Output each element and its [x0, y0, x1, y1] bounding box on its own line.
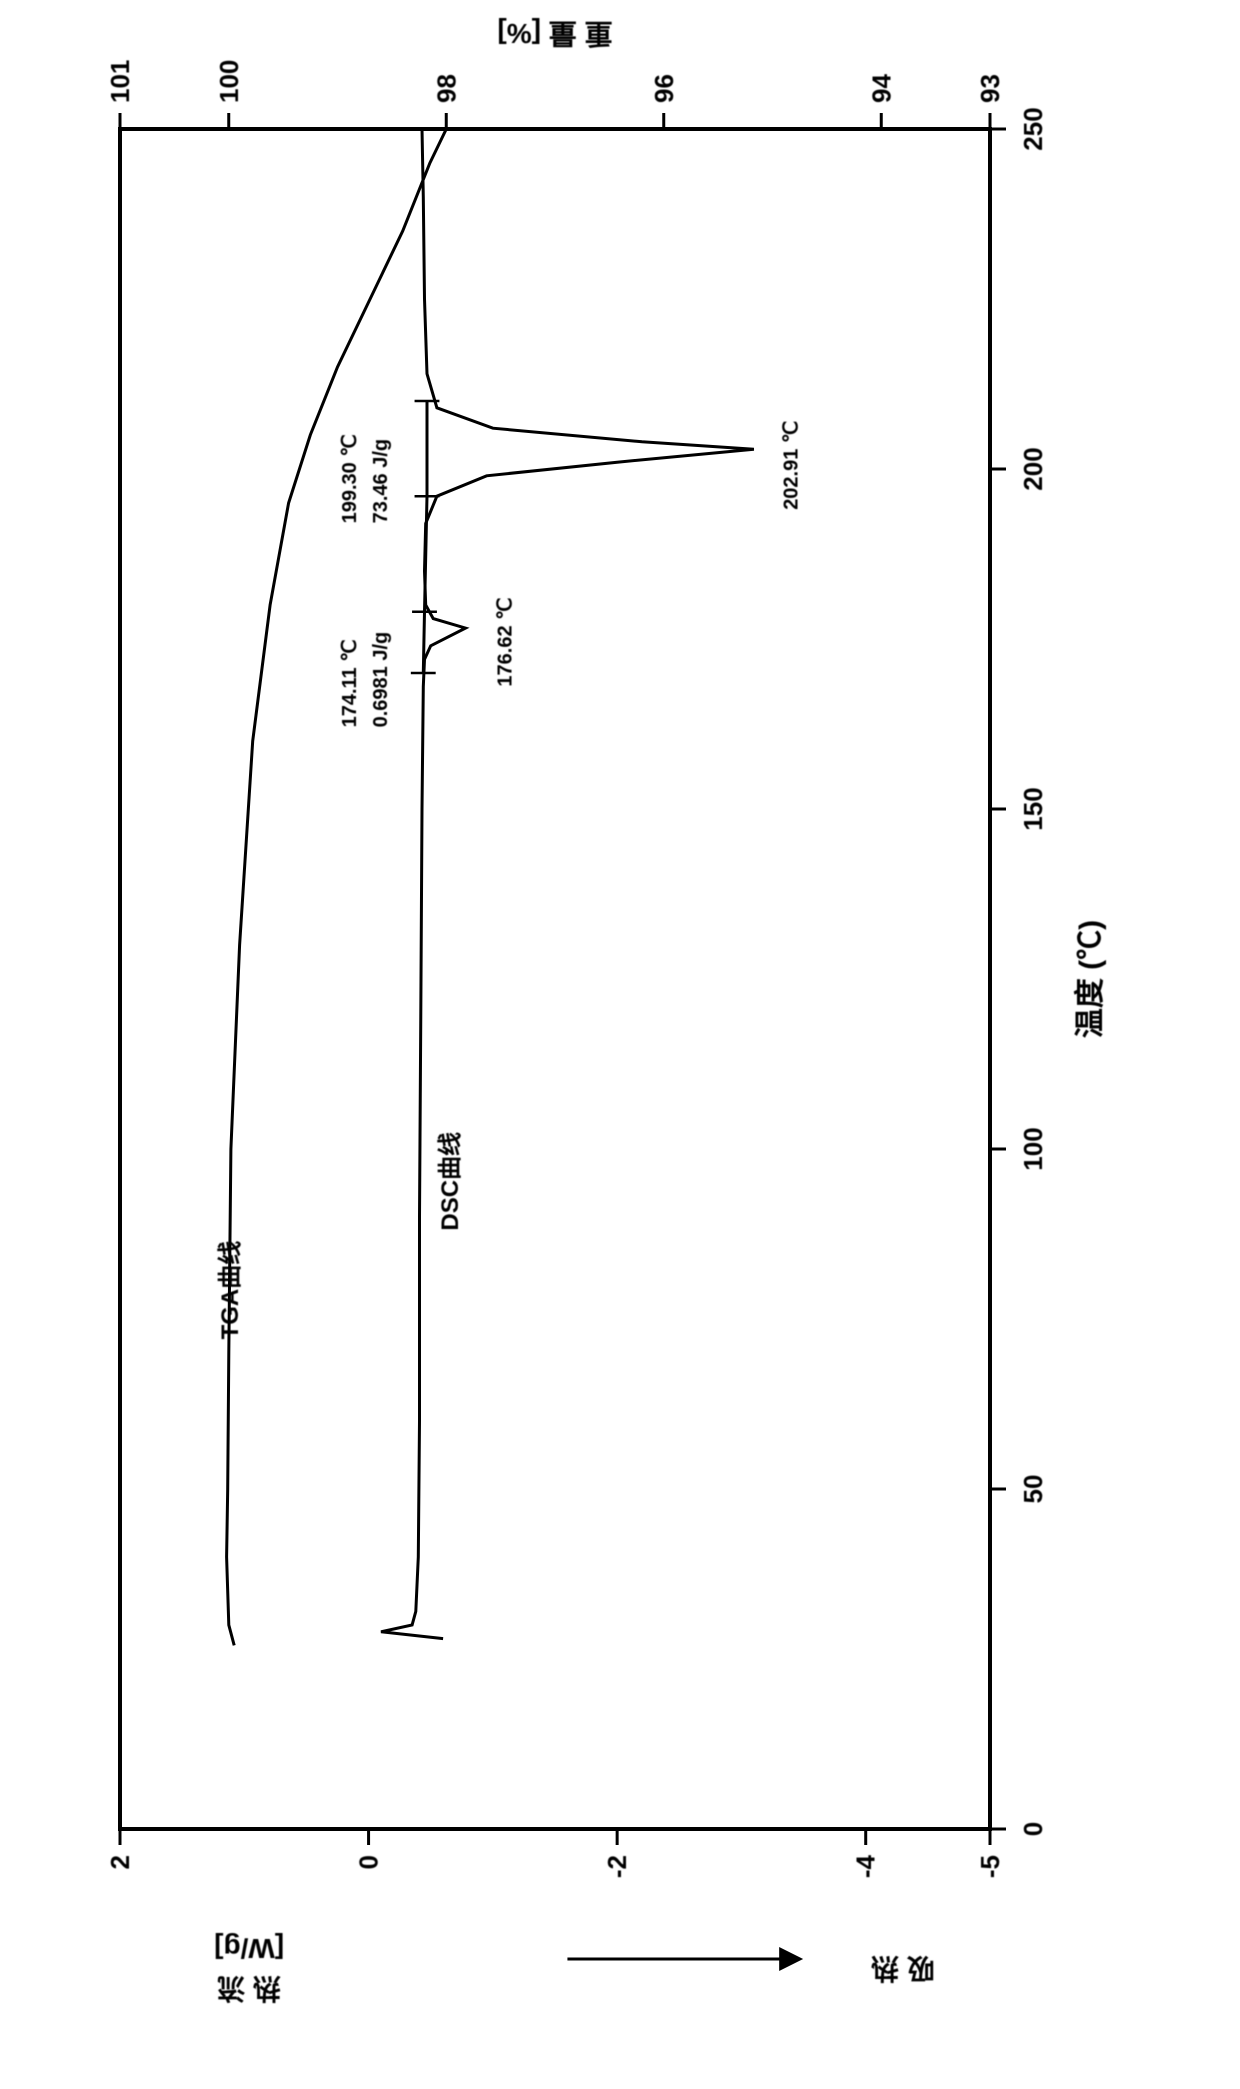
yr-axis-label: 重 量 [%] — [497, 18, 612, 49]
yl-tick-label: 0 — [354, 1855, 384, 1869]
dsc-curve — [381, 129, 754, 1639]
peak2-energy: 73.46 J/g — [370, 439, 392, 524]
yr-tick-label: 100 — [214, 60, 244, 103]
peak2-temp: 202.91 ℃ — [780, 421, 802, 510]
tga-curve — [227, 129, 447, 1645]
yl-tick-label: -4 — [851, 1854, 881, 1878]
tga-label: TGA曲线 — [217, 1241, 244, 1340]
yl-tick-label: 2 — [105, 1855, 135, 1869]
dsc-baseline — [423, 401, 427, 673]
yr-tick-label: 98 — [431, 74, 461, 103]
peak2-onset: 199.30 ℃ — [339, 434, 361, 523]
yr-tick-label: 93 — [975, 74, 1005, 103]
yr-tick-label: 96 — [649, 74, 679, 103]
peak1-energy: 0.6981 J/g — [370, 632, 392, 728]
x-tick-label: 100 — [1018, 1127, 1048, 1170]
yl-axis-label-2: [W/g] — [214, 1933, 284, 1964]
x-tick-label: 0 — [1018, 1822, 1048, 1836]
endothermic-label: 吸 热 — [871, 1953, 935, 1984]
x-tick-label: 50 — [1018, 1475, 1048, 1504]
peak1-temp: 176.62 ℃ — [495, 597, 517, 686]
yl-tick-label: -2 — [602, 1855, 632, 1878]
yr-tick-label: 94 — [866, 74, 896, 103]
yr-tick-label: 101 — [105, 60, 135, 103]
yl-axis-label-1: 热 流 — [217, 1973, 281, 2004]
dsc-label: DSC曲线 — [437, 1132, 464, 1231]
peak1-onset: 174.11 ℃ — [339, 639, 361, 727]
x-axis-label: 温度 (℃) — [1074, 920, 1107, 1038]
x-tick-label: 150 — [1018, 787, 1048, 830]
x-tick-label: 200 — [1018, 447, 1048, 490]
yl-tick-label: -5 — [975, 1855, 1005, 1878]
plot-border — [120, 129, 990, 1829]
x-tick-label: 250 — [1018, 107, 1048, 150]
